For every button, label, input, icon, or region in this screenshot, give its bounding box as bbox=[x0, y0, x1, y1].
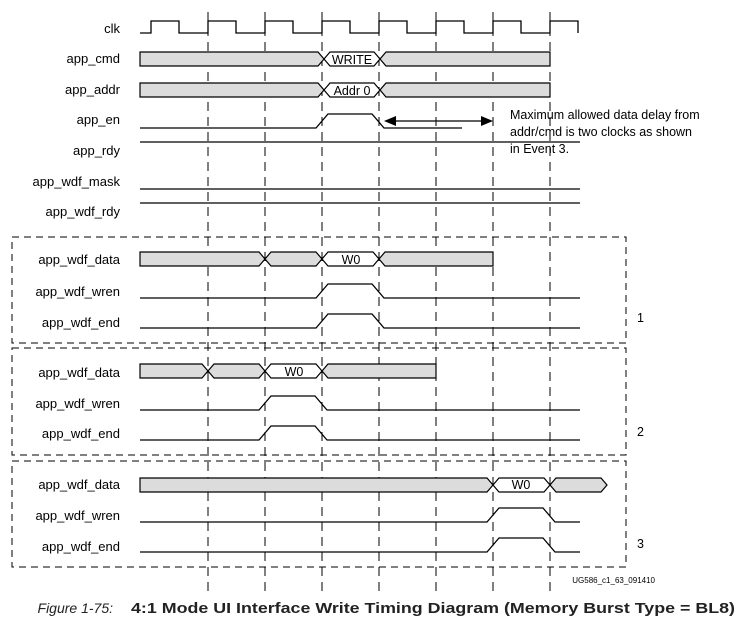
event-2-label-wren: app_wdf_wren bbox=[35, 396, 120, 411]
signal-label-app-rdy: app_rdy bbox=[73, 143, 120, 158]
signal-label-clk: clk bbox=[104, 21, 120, 36]
app-en-waveform bbox=[140, 113, 462, 129]
event-2-data-value: W0 bbox=[285, 365, 304, 379]
app-addr-value: Addr 0 bbox=[334, 84, 371, 98]
event-1: app_wdf_data app_wdf_wren app_wdf_end W0… bbox=[35, 251, 644, 330]
event-2-wren-waveform bbox=[140, 395, 580, 411]
app-cmd-value: WRITE bbox=[332, 53, 372, 67]
signal-label-app-en: app_en bbox=[77, 112, 120, 127]
app-addr-waveform: Addr 0 bbox=[139, 82, 551, 98]
delay-annotation: Maximum allowed data delay from addr/cmd… bbox=[384, 108, 700, 156]
event-3-label-end: app_wdf_end bbox=[42, 539, 120, 554]
event-1-end-waveform bbox=[140, 313, 580, 329]
event-1-label-wren: app_wdf_wren bbox=[35, 284, 120, 299]
clk-waveform bbox=[140, 20, 579, 34]
event-3-box bbox=[11, 460, 627, 568]
signal-label-app-addr: app_addr bbox=[65, 82, 121, 97]
event-3-end-waveform bbox=[140, 537, 580, 553]
event-2-label-end: app_wdf_end bbox=[42, 426, 120, 441]
clock-edge-guides bbox=[207, 12, 551, 592]
event-2-label-data: app_wdf_data bbox=[38, 365, 120, 380]
annotation-line-3: in Event 3. bbox=[510, 142, 569, 156]
annotation-line-1: Maximum allowed data delay from bbox=[510, 108, 700, 122]
event-1-label-data: app_wdf_data bbox=[38, 252, 120, 267]
event-3-data-value: W0 bbox=[512, 478, 531, 492]
event-2: app_wdf_data app_wdf_wren app_wdf_end W0… bbox=[35, 363, 644, 441]
figure-caption: Figure 1-75: 4:1 Mode UI Interface Write… bbox=[38, 600, 736, 617]
event-3-wren-waveform bbox=[140, 507, 580, 523]
annotation-line-2: addr/cmd is two clocks as shown bbox=[510, 125, 692, 139]
event-3-label-wren: app_wdf_wren bbox=[35, 508, 120, 523]
event-2-number: 2 bbox=[637, 425, 644, 439]
event-2-end-waveform bbox=[140, 425, 580, 441]
event-3: app_wdf_data app_wdf_wren app_wdf_end W0… bbox=[35, 477, 644, 554]
event-2-box bbox=[11, 347, 627, 456]
app-cmd-waveform: WRITE bbox=[139, 51, 551, 67]
caption-figure-number: Figure 1-75: bbox=[38, 600, 114, 616]
signal-label-app-wdf-rdy: app_wdf_rdy bbox=[46, 204, 121, 219]
event-1-wren-waveform bbox=[140, 283, 580, 299]
signal-label-app-cmd: app_cmd bbox=[67, 51, 120, 66]
event-1-label-end: app_wdf_end bbox=[42, 315, 120, 330]
event-1-data-value: W0 bbox=[342, 253, 361, 267]
event-3-label-data: app_wdf_data bbox=[38, 477, 120, 492]
signal-label-app-wdf-mask: app_wdf_mask bbox=[33, 174, 121, 189]
event-1-box bbox=[11, 236, 627, 344]
top-signal-labels: clk app_cmd app_addr app_en app_rdy app_… bbox=[33, 21, 121, 219]
figure-code: UG586_c1_63_091410 bbox=[572, 576, 655, 585]
caption-title: 4:1 Mode UI Interface Write Timing Diagr… bbox=[131, 601, 735, 617]
event-3-number: 3 bbox=[637, 537, 644, 551]
event-1-number: 1 bbox=[637, 311, 644, 325]
